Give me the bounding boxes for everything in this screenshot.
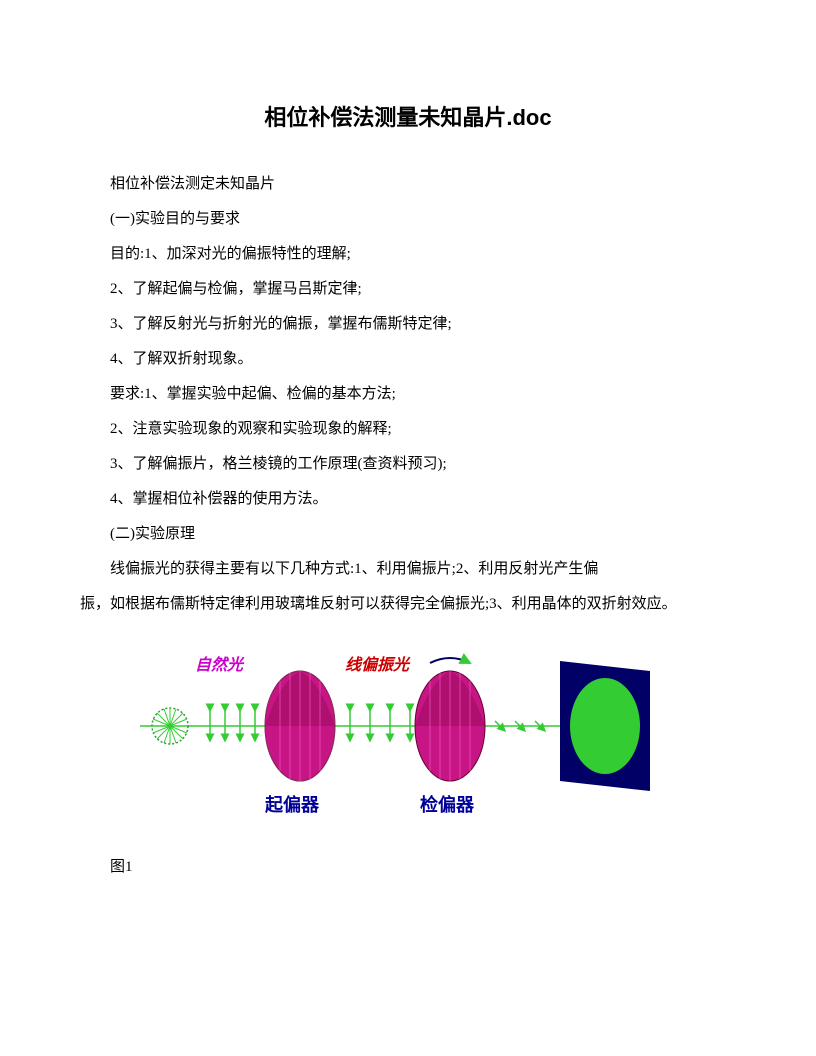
optics-diagram: 自然光 线偏振光 起偏器 检偏器: [120, 641, 660, 821]
paragraph-12: 线偏振光的获得主要有以下几种方式:1、利用偏振片;2、利用反射光产生偏: [80, 553, 736, 586]
figure-caption: 图1: [80, 851, 736, 884]
paragraph-2: (一)实验目的与要求: [80, 203, 736, 236]
linear-polarized-label: 线偏振光: [345, 651, 409, 675]
light-source-icon: [152, 708, 188, 744]
paragraph-4: 2、了解起偏与检偏，掌握马吕斯定律;: [80, 273, 736, 306]
paragraph-9: 3、了解偏振片，格兰棱镜的工作原理(查资料预习);: [80, 448, 736, 481]
document-title: 相位补偿法测量未知晶片.doc: [80, 100, 736, 132]
analyzer-label: 检偏器: [420, 791, 474, 817]
screen-icon: [560, 661, 650, 791]
polarizer-icon: [265, 671, 335, 781]
paragraph-10: 4、掌握相位补偿器的使用方法。: [80, 483, 736, 516]
paragraph-wrap: 振，如根据布儒斯特定律利用玻璃堆反射可以获得完全偏振光;3、利用晶体的双折射效应…: [80, 588, 736, 621]
paragraph-6: 4、了解双折射现象。: [80, 343, 736, 376]
paragraph-5: 3、了解反射光与折射光的偏振，掌握布儒斯特定律;: [80, 308, 736, 341]
paragraph-3: 目的:1、加深对光的偏振特性的理解;: [80, 238, 736, 271]
paragraph-8: 2、注意实验现象的观察和实验现象的解释;: [80, 413, 736, 446]
analyzer-icon: [415, 658, 485, 781]
natural-light-label: 自然光: [195, 651, 243, 675]
paragraph-1: 相位补偿法测定未知晶片: [80, 168, 736, 201]
paragraph-7: 要求:1、掌握实验中起偏、检偏的基本方法;: [80, 378, 736, 411]
polarizer-label: 起偏器: [265, 791, 319, 817]
paragraph-11: (二)实验原理: [80, 518, 736, 551]
